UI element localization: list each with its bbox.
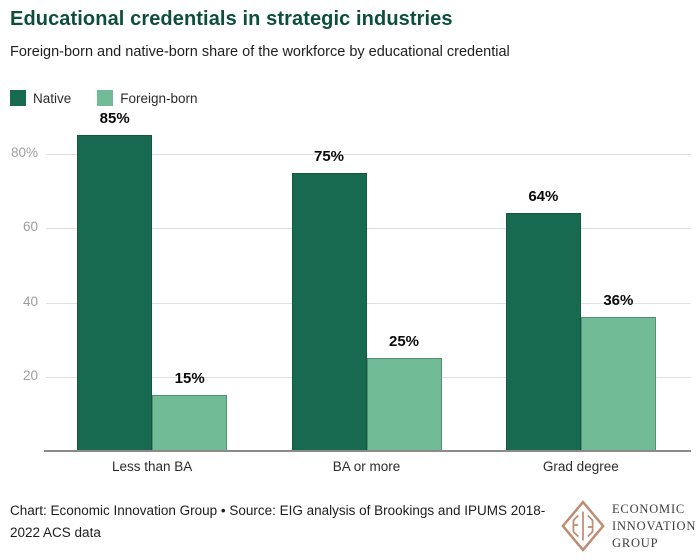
bar-native-ba-or-more <box>291 172 367 451</box>
y-tick-label-40: 40 <box>22 293 38 309</box>
x-category-label-less-than-ba: Less than BA <box>112 459 193 474</box>
gridline-40 <box>46 302 691 304</box>
bar-foreign-born-ba-or-more <box>366 358 442 451</box>
legend-item-native: Native <box>10 90 71 106</box>
source-note-line-2: 2022 ACS data <box>10 525 101 540</box>
legend-label-native: Native <box>33 90 72 106</box>
y-tick-label-60: 60 <box>22 219 38 235</box>
bar-native-grad-degree <box>505 213 581 451</box>
value-label-native-ba-or-more: 75% <box>313 147 345 165</box>
x-axis-line <box>44 450 691 452</box>
chart-subtitle: Foreign-born and native-born share of th… <box>10 44 510 60</box>
x-category-label-grad-degree: Grad degree <box>542 459 619 474</box>
chart-legend: Native Foreign-born <box>10 90 198 106</box>
legend-item-foreign-born: Foreign-born <box>97 90 198 106</box>
bar-foreign-born-grad-degree <box>580 317 656 451</box>
gridline-60 <box>46 228 691 230</box>
source-note-line-1: Chart: Economic Innovation Group • Sourc… <box>10 503 546 518</box>
eig-diamond-logo-icon <box>561 500 605 552</box>
eig-logo-text-line: INNOVATION <box>612 519 697 533</box>
eig-logo-text: ECONOMIC INNOVATION GROUP <box>612 499 696 553</box>
y-tick-label-80: 80% <box>10 145 38 160</box>
value-label-native-grad-degree: 64% <box>528 188 559 206</box>
bar-foreign-born-less-than-ba <box>152 395 228 451</box>
legend-swatch-native <box>10 90 26 106</box>
y-tick-label-20: 20 <box>22 367 38 383</box>
eig-logo-text-line: ECONOMIC <box>612 502 686 516</box>
legend-label-foreign-born: Foreign-born <box>120 90 198 106</box>
gridline-80 <box>46 154 691 155</box>
legend-swatch-foreign-born <box>97 90 114 106</box>
x-category-label-ba-or-more: BA or more <box>332 459 401 474</box>
value-label-foreign-born-less-than-ba: 15% <box>174 370 205 388</box>
value-label-foreign-born-grad-degree: 36% <box>603 292 634 310</box>
eig-logo: ECONOMIC INNOVATION GROUP <box>560 499 696 553</box>
value-label-native-less-than-ba: 85% <box>99 110 130 128</box>
bar-native-less-than-ba <box>77 135 153 451</box>
page-title: Educational credentials in strategic ind… <box>10 8 453 30</box>
value-label-foreign-born-ba-or-more: 25% <box>388 333 420 351</box>
eig-logo-text-line: GROUP <box>612 536 659 550</box>
